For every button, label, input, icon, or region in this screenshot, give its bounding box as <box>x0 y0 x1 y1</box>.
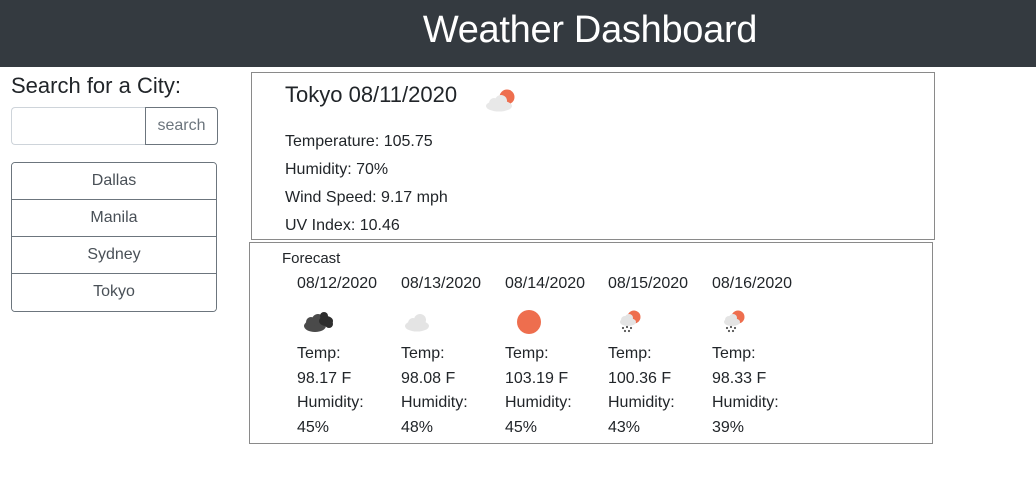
search-button[interactable]: search <box>145 107 218 145</box>
cloud-sun-icon <box>483 86 521 119</box>
sidebar: Search for a City: search Dallas Manila … <box>11 72 218 312</box>
forecast-humidity: 45% <box>297 418 330 436</box>
sun-rain-icon <box>712 302 812 342</box>
current-temperature: Temperature: 105.75 <box>285 133 433 150</box>
sun-icon <box>505 302 605 342</box>
dark-clouds-icon <box>297 302 397 342</box>
forecast-humidity-label: Humidity: <box>712 394 779 411</box>
forecast-humidity: 48% <box>401 418 434 436</box>
forecast-day: 08/16/2020 Temp: 98.33 F Humidity: 39% <box>712 274 812 440</box>
forecast-temp-label: Temp: <box>297 345 341 362</box>
forecast-date: 08/16/2020 <box>712 275 793 292</box>
city-item-sydney[interactable]: Sydney <box>12 237 216 274</box>
city-item-tokyo[interactable]: Tokyo <box>12 274 216 311</box>
forecast-day: 08/12/2020 Temp: 98.17 F Humidity: 45% <box>297 274 397 440</box>
forecast-day: 08/14/2020 Temp: 103.19 F Humidity: 45% <box>505 274 605 440</box>
forecast-humidity-label: Humidity: <box>608 394 675 411</box>
current-uv-index: UV Index: 10.46 <box>285 217 400 234</box>
forecast-date: 08/15/2020 <box>608 275 689 292</box>
forecast-temp: 98.08 F <box>401 369 456 387</box>
forecast-date: 08/12/2020 <box>297 275 378 292</box>
forecast-humidity: 45% <box>505 418 538 436</box>
header-bar: Weather Dashboard <box>0 0 1036 67</box>
forecast-temp: 100.36 F <box>608 369 672 387</box>
forecast-temp-label: Temp: <box>608 345 652 362</box>
search-input[interactable] <box>11 107 145 145</box>
current-weather-card: Tokyo 08/11/2020 Temperature: 105.75 Hum… <box>251 72 935 240</box>
forecast-date: 08/14/2020 <box>505 275 586 292</box>
cloud-icon <box>401 302 501 342</box>
sun-rain-icon <box>608 302 708 342</box>
city-history-list: Dallas Manila Sydney Tokyo <box>11 162 217 312</box>
forecast-temp-label: Temp: <box>401 345 445 362</box>
forecast-temp-label: Temp: <box>505 345 549 362</box>
city-item-manila[interactable]: Manila <box>12 200 216 237</box>
forecast-temp: 103.19 F <box>505 369 569 387</box>
forecast-humidity-label: Humidity: <box>505 394 572 411</box>
current-wind-speed: Wind Speed: 9.17 mph <box>285 189 448 206</box>
search-heading: Search for a City: <box>11 73 181 98</box>
current-city-title: Tokyo 08/11/2020 <box>285 82 458 107</box>
forecast-day: 08/15/2020 Temp: 100.36 F Humidity: 43% <box>608 274 708 440</box>
forecast-humidity: 43% <box>608 418 641 436</box>
current-humidity: Humidity: 70% <box>285 161 389 178</box>
forecast-temp: 98.33 F <box>712 369 767 387</box>
forecast-day: 08/13/2020 Temp: 98.08 F Humidity: 48% <box>401 274 501 440</box>
forecast-temp-label: Temp: <box>712 345 756 362</box>
forecast-temp: 98.17 F <box>297 369 352 387</box>
forecast-card: Forecast 08/12/2020 Temp: 98.17 F Humidi… <box>249 242 933 444</box>
forecast-humidity-label: Humidity: <box>401 394 468 411</box>
forecast-date: 08/13/2020 <box>401 275 482 292</box>
search-row: search <box>11 107 218 145</box>
page-title: Weather Dashboard <box>422 9 758 51</box>
city-item-dallas[interactable]: Dallas <box>12 163 216 200</box>
forecast-humidity: 39% <box>712 418 745 436</box>
forecast-humidity-label: Humidity: <box>297 394 364 411</box>
forecast-title: Forecast <box>282 250 341 267</box>
